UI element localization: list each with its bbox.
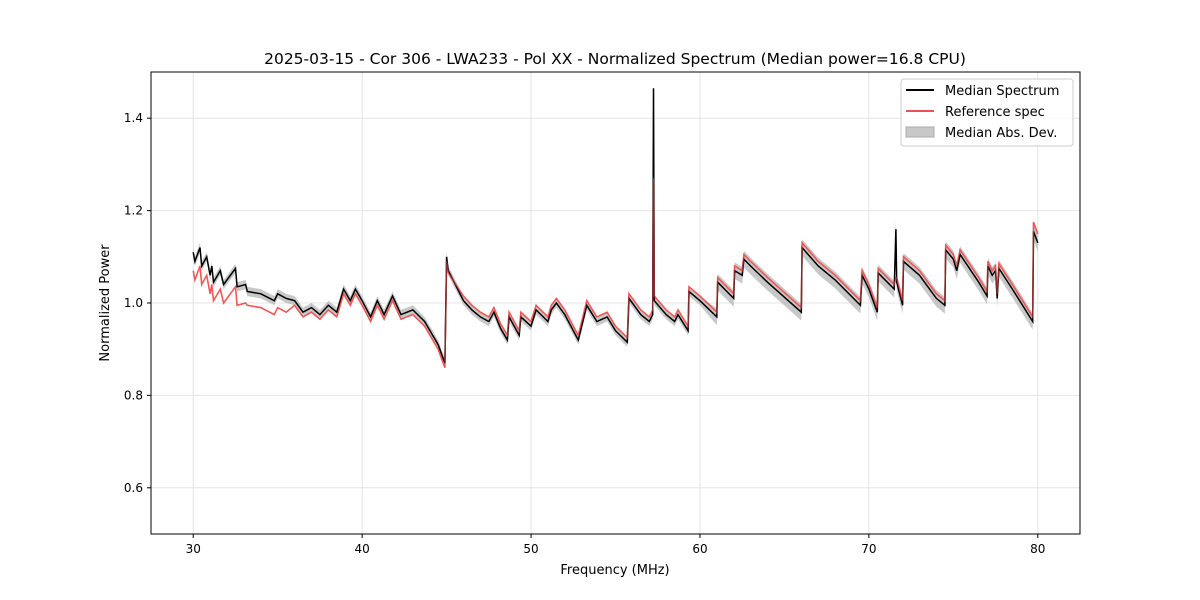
x-tick-label: 70 xyxy=(861,542,876,556)
x-axis-label: Frequency (MHz) xyxy=(560,563,669,578)
y-tick-label: 1.2 xyxy=(124,204,143,218)
x-tick-label: 40 xyxy=(354,542,369,556)
y-tick-label: 0.6 xyxy=(124,481,143,495)
legend-reference-label: Reference spec xyxy=(945,105,1045,120)
legend-median-label: Median Spectrum xyxy=(945,84,1059,99)
x-tick-label: 80 xyxy=(1030,542,1045,556)
grid xyxy=(151,72,1080,534)
y-tick-label: 1.0 xyxy=(124,296,143,310)
reference-overlay-line xyxy=(192,178,1039,368)
legend-mad-label: Median Abs. Dev. xyxy=(945,126,1057,141)
y-axis-label: Normalized Power xyxy=(98,244,113,362)
chart-title: 2025-03-15 - Cor 306 - LWA233 - Pol XX -… xyxy=(264,50,966,68)
x-tick-label: 60 xyxy=(692,542,707,556)
x-tick-label: 50 xyxy=(523,542,538,556)
y-tick-label: 1.4 xyxy=(124,111,143,125)
y-tick-label: 0.8 xyxy=(124,388,143,402)
x-tick-label: 30 xyxy=(186,542,201,556)
legend-mad-swatch xyxy=(905,126,935,138)
legend: Median Spectrum Reference spec Median Ab… xyxy=(900,78,1074,147)
